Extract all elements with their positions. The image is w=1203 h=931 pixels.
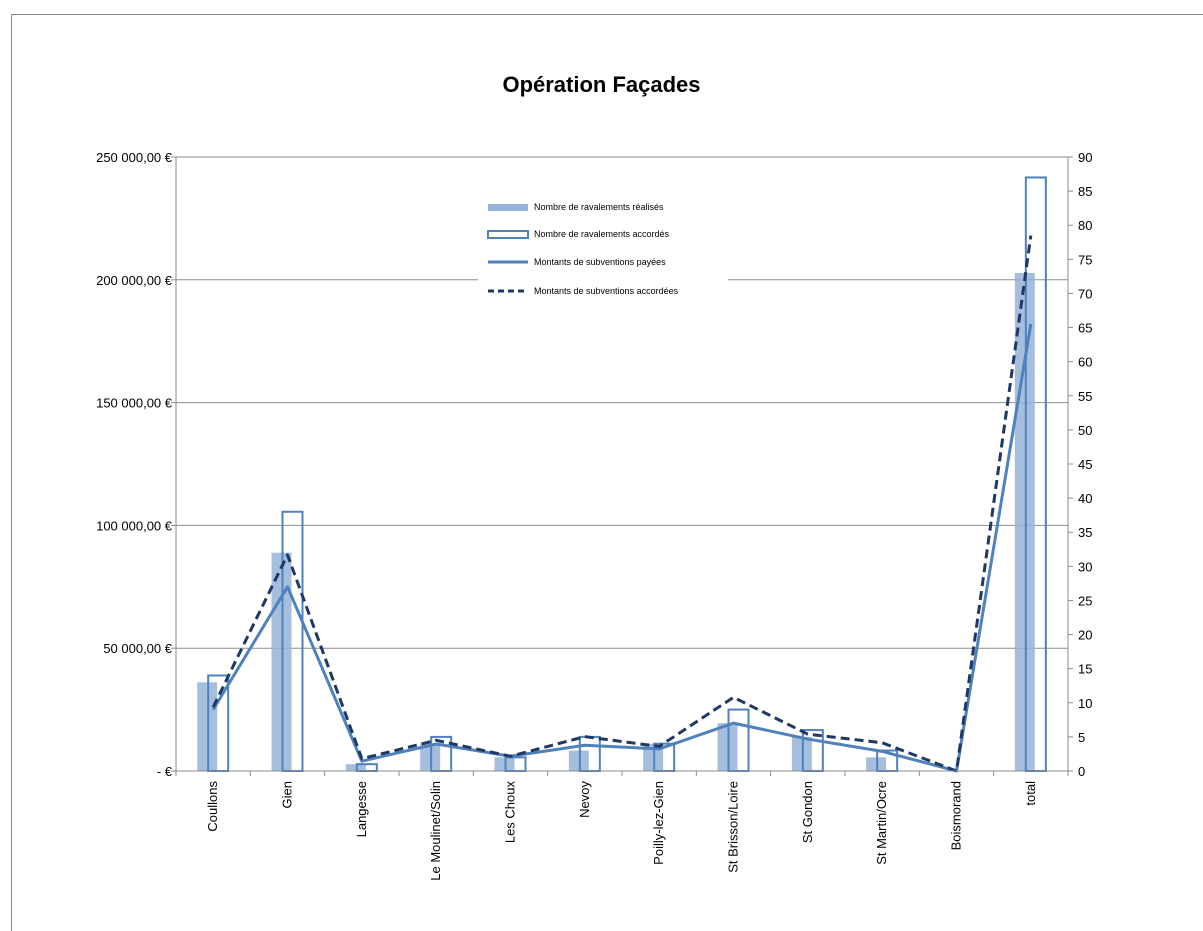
y-right-tick-label: 0 <box>1078 764 1085 779</box>
x-tick-label: St Brisson/Loire <box>726 781 741 873</box>
x-tick-label: Coullons <box>205 781 220 832</box>
y-right-tick-label: 75 <box>1078 252 1092 267</box>
y-right-tick-label: 10 <box>1078 696 1092 711</box>
line-subventions-payees <box>211 323 1033 773</box>
y-left-tick-label: 50 000,00 € <box>103 641 172 656</box>
legend-swatch-accordes <box>487 230 529 239</box>
y-left-tick-label: - € <box>157 764 173 779</box>
y-left-tick-label: 100 000,00 € <box>96 518 173 533</box>
x-tick-label: Poilly-lez-Gien <box>651 781 666 865</box>
x-tick-label: Langesse <box>354 781 369 837</box>
y-right-tick-label: 20 <box>1078 628 1092 643</box>
x-tick-label: Boismorand <box>949 781 964 850</box>
x-tick-label: St Martin/Ocre <box>874 781 889 865</box>
legend-label: Montants de subventions payées <box>534 257 666 267</box>
x-tick-label: total <box>1023 781 1038 806</box>
x-tick-label: Le Moulinet/Solin <box>428 781 443 881</box>
lines <box>211 235 1033 773</box>
y-right-tick-label: 25 <box>1078 593 1092 608</box>
chart-frame <box>11 14 1203 931</box>
y-right-tick-label: 35 <box>1078 525 1092 540</box>
bar-realises <box>1014 272 1035 771</box>
line-subventions-accordees <box>211 235 1033 773</box>
y-right-tick-label: 60 <box>1078 355 1092 370</box>
y-left-tick-label: 150 000,00 € <box>96 396 173 411</box>
x-tick-label: Nevoy <box>577 781 592 818</box>
y-right-tick-label: 55 <box>1078 389 1092 404</box>
x-tick-label: Gien <box>280 781 295 808</box>
y-left-tick-label: 200 000,00 € <box>96 273 173 288</box>
x-tick-label: St Gondon <box>800 781 815 843</box>
y-right-tick-label: 15 <box>1078 662 1092 677</box>
axes: - € 50 000,00 € 100 000,00 € 150 000,00 € 20… <box>96 150 1092 881</box>
y-right-tick-label: 50 <box>1078 423 1092 438</box>
y-right-tick-label: 85 <box>1078 184 1092 199</box>
y-right-tick-label: 45 <box>1078 457 1092 472</box>
y-left-tick-label: 250 000,00 € <box>96 150 173 165</box>
y-right-tick-label: 65 <box>1078 321 1092 336</box>
legend-label: Nombre de ravalements réalisés <box>534 202 664 212</box>
legend: Nombre de ravalements réalisés Nombre de … <box>478 195 728 309</box>
y-right-tick-label: 40 <box>1078 491 1092 506</box>
legend-label: Montants de subventions accordées <box>534 286 679 296</box>
chart-title: Opération Façades <box>502 72 701 97</box>
legend-swatch-realises <box>488 204 528 211</box>
y-right-tick-label: 80 <box>1078 218 1092 233</box>
y-right-tick-label: 30 <box>1078 559 1092 574</box>
y-right-tick-label: 5 <box>1078 730 1085 745</box>
y-right-tick-label: 70 <box>1078 286 1092 301</box>
legend-label: Nombre de ravalements accordés <box>534 229 670 239</box>
y-right-tick-label: 90 <box>1078 150 1092 165</box>
x-tick-label: Les Choux <box>503 781 518 844</box>
